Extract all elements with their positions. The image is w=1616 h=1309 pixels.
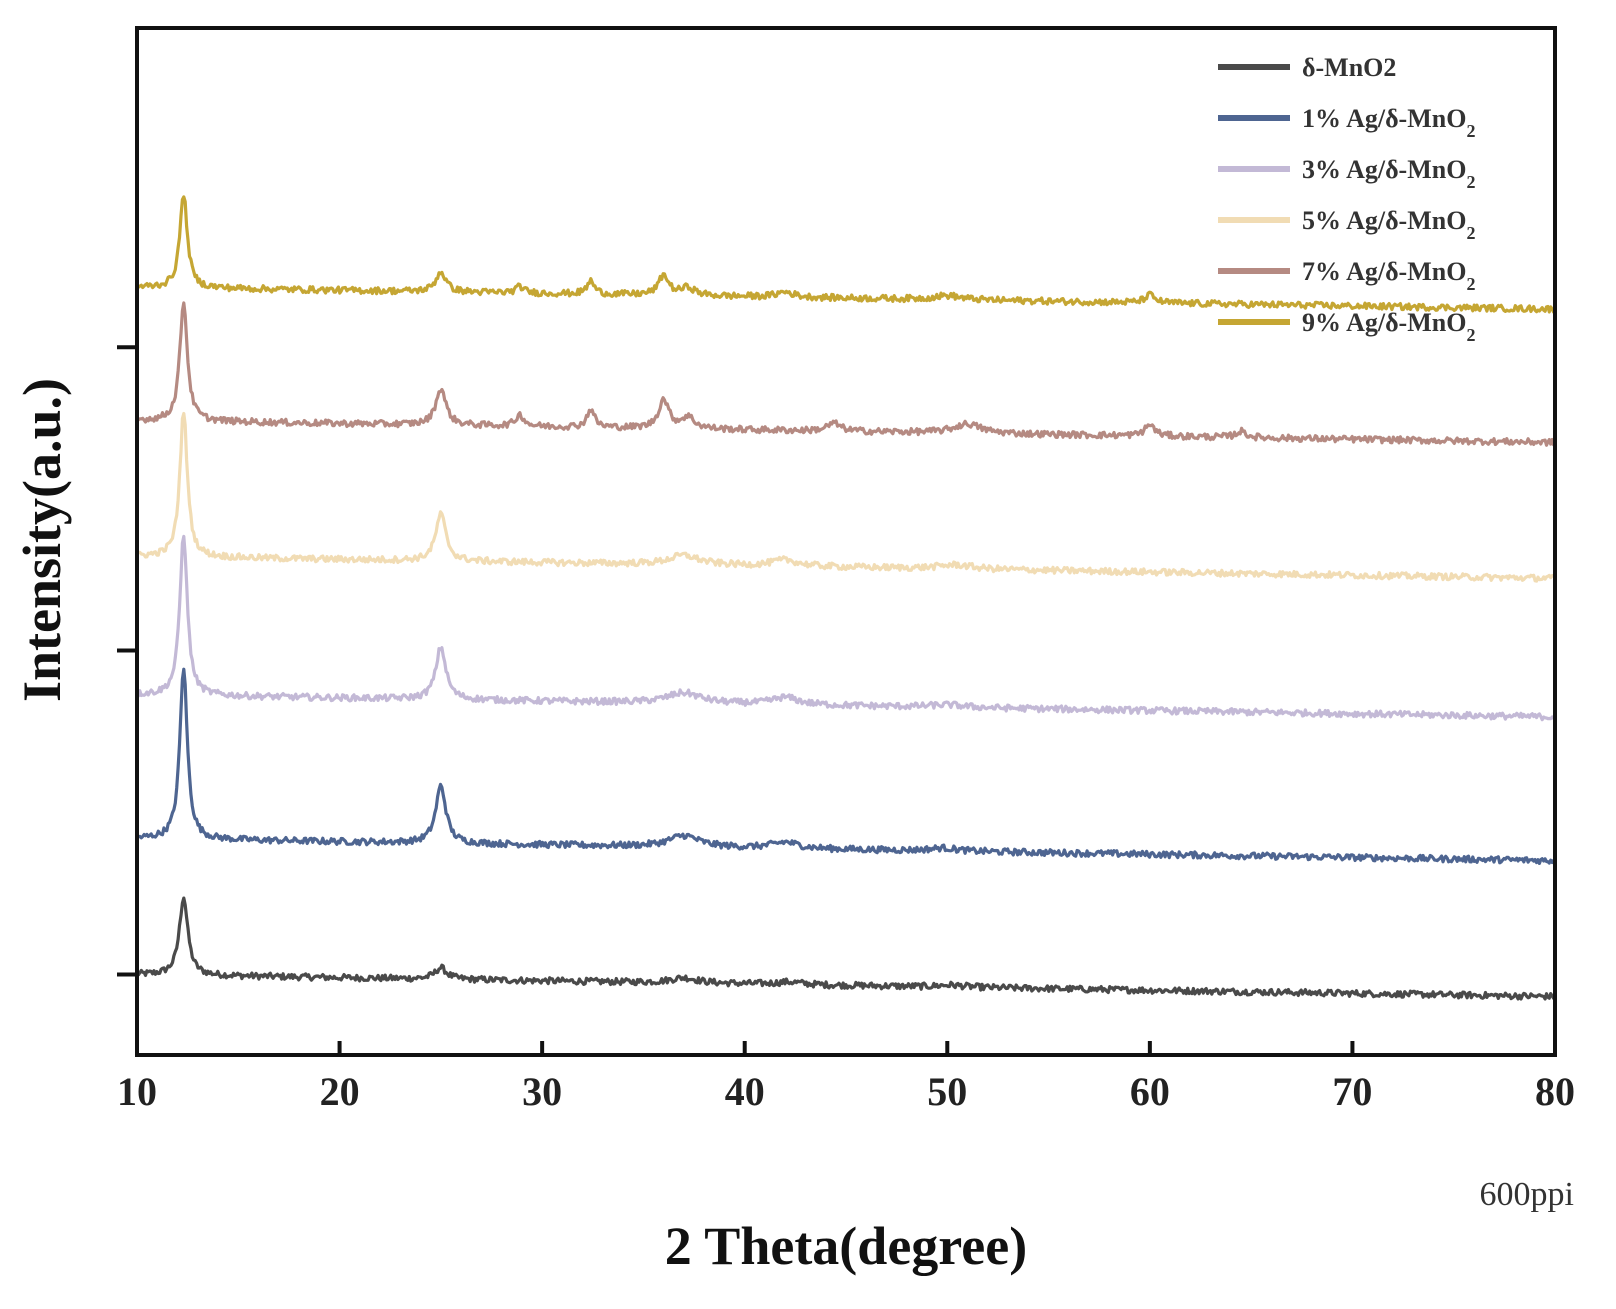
legend-label-3: 5% Ag/δ-MnO2 — [1302, 206, 1475, 243]
x-tick-label-2: 30 — [522, 1069, 562, 1114]
series-line-4 — [135, 301, 1557, 447]
x-tick-label-5: 60 — [1130, 1069, 1170, 1114]
series-line-3 — [135, 411, 1557, 583]
legend-label-1: 1% Ag/δ-MnO2 — [1302, 104, 1475, 141]
y-ticks — [117, 345, 137, 977]
y-axis-title: Intensity(a.u.) — [12, 378, 72, 702]
series-line-2 — [136, 534, 1556, 722]
resolution-annotation: 600ppi — [1480, 1176, 1574, 1213]
plot-frame — [135, 26, 1557, 1057]
x-tick-label-6: 70 — [1332, 1069, 1372, 1114]
legend-label-0: δ-MnO2 — [1302, 53, 1396, 82]
series-layer — [135, 195, 1557, 1001]
series-line-1 — [135, 667, 1557, 865]
legend-label-4: 7% Ag/δ-MnO2 — [1302, 257, 1475, 294]
series-line-0 — [135, 896, 1556, 1001]
x-tick-label-7: 80 — [1535, 1069, 1575, 1114]
legend-label-5: 9% Ag/δ-MnO2 — [1302, 308, 1475, 345]
x-ticks: 10 20 30 40 50 60 70 80 — [117, 1041, 1575, 1114]
x-tick-label-3: 40 — [725, 1069, 765, 1114]
x-tick-label-4: 50 — [927, 1069, 967, 1114]
x-tick-label-0: 10 — [117, 1069, 157, 1114]
series-line-5 — [135, 195, 1556, 314]
x-axis-title: 2 Theta(degree) — [665, 1216, 1027, 1276]
x-tick-label-1: 20 — [320, 1069, 360, 1114]
legend-label-2: 3% Ag/δ-MnO2 — [1302, 155, 1475, 192]
